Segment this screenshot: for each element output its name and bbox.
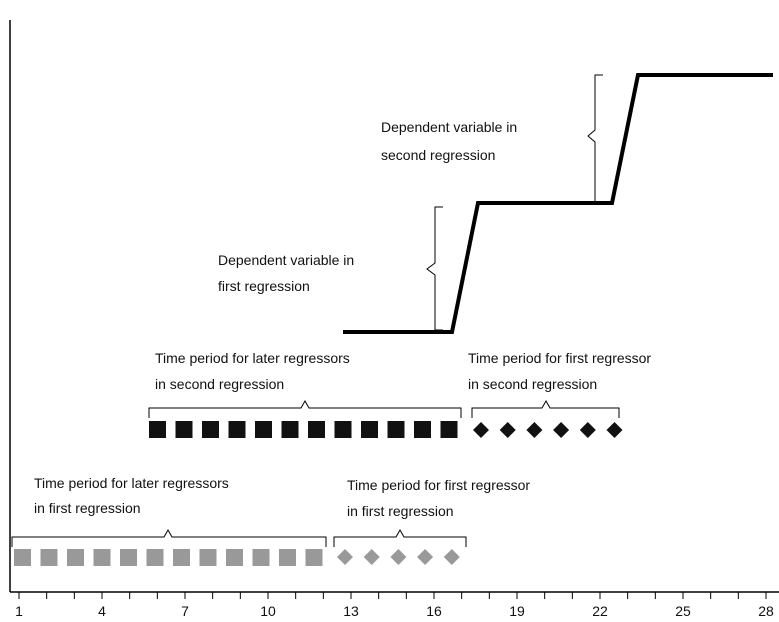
square [202,421,219,438]
brace [426,206,443,331]
x-tick-label: 16 [426,603,442,619]
square [93,549,111,566]
brace [471,399,620,418]
diamond [473,422,489,438]
square [149,421,166,438]
square [120,549,137,566]
x-tick-label: 28 [758,603,774,619]
diamond [337,549,353,565]
square [173,549,190,566]
diamond [390,549,407,565]
square [199,549,217,566]
square [334,421,352,438]
annotation: in first regression [347,503,454,519]
square [226,549,243,566]
step-line [343,73,773,334]
square [440,421,458,438]
brace [148,399,462,418]
brace [11,528,327,547]
diamond [443,549,460,565]
annotation: Time period for first regressor [347,477,530,493]
annotation: Dependent variable in [218,252,354,268]
annotation: in first regression [34,500,141,516]
annotation: Time period for first regressor [468,350,651,366]
diamond [579,422,596,438]
diamond [606,422,623,438]
x-tick-label: 10 [260,603,276,619]
annotation: in second regression [468,376,597,392]
square [252,549,270,566]
square [40,549,58,566]
square [279,549,296,566]
annotation: Time period for later regressors [155,350,350,366]
square [414,421,431,438]
diamond [526,422,543,438]
square [255,421,272,438]
brace [587,74,603,204]
x-tick-label: 22 [592,603,608,619]
square [228,421,246,438]
diamond [499,422,516,438]
square [305,549,323,566]
diamond [363,549,380,565]
x-tick-label: 25 [675,603,691,619]
square [146,549,164,566]
square [308,421,325,438]
x-tick-label: 19 [509,603,525,619]
annotation: Dependent variable in [381,119,517,135]
annotation: Time period for later regressors [34,475,229,491]
diamond [417,549,434,565]
square [387,421,405,438]
square [361,421,378,438]
square [14,549,31,566]
x-tick-label: 7 [181,603,189,619]
x-tick-label: 13 [343,603,359,619]
brace [333,528,467,547]
x-tick-label: 1 [15,603,23,619]
square [67,549,84,566]
diamond [553,422,570,438]
annotation: second regression [381,147,495,163]
annotation: in second regression [155,376,284,392]
square [281,421,299,438]
square [175,421,193,438]
x-tick-label: 4 [98,603,106,619]
annotation: first regression [218,278,310,294]
